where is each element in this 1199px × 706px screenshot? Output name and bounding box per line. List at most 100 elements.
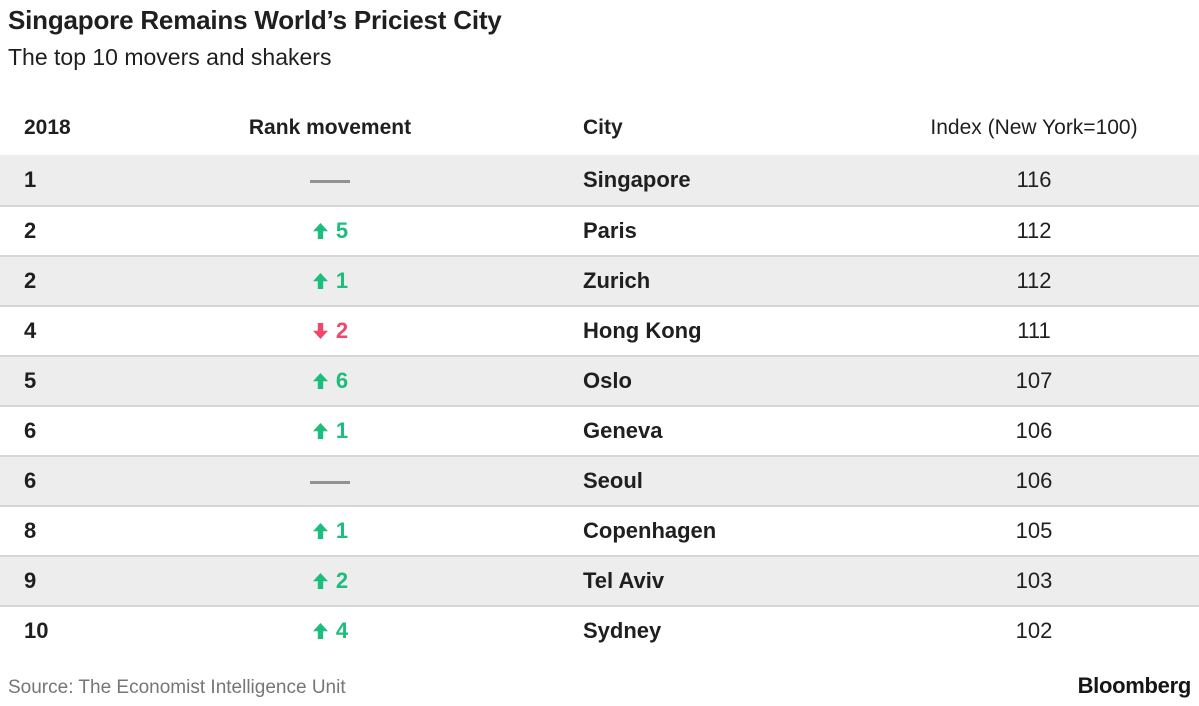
table-row: 1 Singapore 116 [0, 155, 1199, 206]
city-value: Geneva [583, 418, 663, 444]
city-value: Copenhagen [583, 518, 717, 544]
rank-value: 6 [24, 418, 37, 444]
up-arrow-icon [312, 222, 328, 239]
rank-cell: 5 [0, 368, 180, 394]
city-cell: Sydney [480, 618, 869, 644]
city-cell: Hong Kong [480, 318, 869, 344]
city-cell: Tel Aviv [480, 568, 869, 594]
rank-value: 2 [24, 268, 37, 294]
movement-value: 1 [335, 417, 349, 443]
rank-value: 10 [24, 618, 49, 644]
rank-value: 5 [24, 368, 37, 394]
index-cell: 105 [869, 518, 1199, 544]
rank-movement-cell: 1 [180, 418, 480, 445]
page-title: Singapore Remains World’s Priciest City [8, 5, 502, 35]
rank-movement: 1 [312, 418, 348, 444]
up-arrow-icon [312, 372, 328, 389]
index-cell: 112 [869, 218, 1199, 244]
city-value: Tel Aviv [583, 568, 665, 594]
rank-cell: 8 [0, 518, 180, 544]
rank-movement: 6 [312, 368, 348, 394]
index-cell: 116 [869, 167, 1199, 193]
rank-value: 9 [24, 568, 37, 594]
no-change-dash [310, 481, 350, 485]
source-note: Source: The Economist Intelligence Unit [8, 677, 346, 699]
rank-value: 4 [24, 318, 37, 344]
city-value: Sydney [583, 618, 662, 644]
movement-value: 6 [335, 367, 349, 393]
index-cell: 106 [869, 418, 1199, 444]
index-value: 106 [1015, 418, 1053, 444]
index-cell: 111 [869, 318, 1199, 344]
city-cell: Oslo [480, 368, 869, 394]
city-value: Hong Kong [583, 318, 702, 344]
movement-value: 5 [335, 217, 349, 243]
down-arrow-icon [312, 322, 328, 339]
footer: Source: The Economist Intelligence Unit … [0, 673, 1199, 699]
up-arrow-icon [312, 522, 328, 539]
rank-movement-cell [180, 468, 480, 494]
city-cell: Paris [480, 218, 869, 244]
index-value: 106 [1015, 468, 1053, 494]
rank-cell: 2 [0, 218, 180, 244]
column-header-index: Index (New York=100) [930, 115, 1138, 139]
bloomberg-logo: Bloomberg [1077, 673, 1192, 699]
rank-movement: 5 [312, 218, 348, 244]
index-value: 105 [1015, 518, 1053, 544]
rank-cell: 1 [0, 167, 180, 193]
rank-cell: 9 [0, 568, 180, 594]
movement-value: 4 [335, 617, 349, 643]
city-value: Seoul [583, 468, 643, 494]
index-cell: 102 [869, 618, 1199, 644]
table-row: 9 2 Tel Aviv 103 [0, 555, 1199, 606]
rank-movement-cell: 1 [180, 268, 480, 295]
city-value: Oslo [583, 368, 632, 394]
table-row: 8 1 Copenhagen 105 [0, 505, 1199, 555]
city-value: Paris [583, 218, 637, 244]
up-arrow-icon [312, 422, 328, 439]
index-cell: 106 [869, 468, 1199, 494]
index-cell: 107 [869, 368, 1199, 394]
city-value: Singapore [583, 167, 691, 193]
rank-cell: 6 [0, 468, 180, 494]
movement-value: 1 [335, 267, 349, 293]
index-value: 112 [1016, 218, 1052, 244]
table-row: 10 4 Sydney 102 [0, 605, 1199, 655]
rank-cell: 2 [0, 268, 180, 294]
up-arrow-icon [312, 622, 328, 639]
table-row: 6 Seoul 106 [0, 455, 1199, 506]
column-header-rank-movement: Rank movement [248, 115, 412, 139]
rank-movement-cell: 2 [180, 318, 480, 345]
table-row: 2 1 Zurich 112 [0, 255, 1199, 306]
index-value: 116 [1016, 167, 1052, 193]
index-value: 111 [1017, 318, 1051, 344]
movement-value: 2 [335, 567, 349, 593]
index-cell: 112 [869, 268, 1199, 294]
table-row: 6 1 Geneva 106 [0, 405, 1199, 455]
column-header-city: City [583, 115, 623, 139]
up-arrow-icon [312, 272, 328, 289]
table-row: 5 6 Oslo 107 [0, 355, 1199, 406]
rank-movement-cell: 5 [180, 218, 480, 245]
rank-movement: 1 [312, 268, 348, 294]
city-cell: Geneva [480, 418, 869, 444]
rank-movement: 1 [312, 518, 348, 544]
rank-movement: 2 [312, 318, 348, 344]
index-value: 103 [1015, 568, 1053, 594]
rankings-table: 2018 Rank movement City Index (New York=… [0, 100, 1199, 655]
city-value: Zurich [583, 268, 651, 294]
rank-movement-cell: 2 [180, 568, 480, 595]
index-value: 102 [1015, 618, 1053, 644]
movement-value: 2 [335, 317, 349, 343]
rank-movement-cell [180, 167, 480, 193]
page-subtitle: The top 10 movers and shakers [8, 43, 332, 70]
rank-movement-cell: 6 [180, 368, 480, 395]
rank-cell: 6 [0, 418, 180, 444]
index-value: 112 [1016, 268, 1052, 294]
rank-movement: 4 [312, 618, 348, 644]
rank-movement-cell: 4 [180, 618, 480, 645]
no-change-dash [310, 180, 350, 184]
table-row: 2 5 Paris 112 [0, 205, 1199, 255]
column-header-rank: 2018 [24, 115, 71, 139]
